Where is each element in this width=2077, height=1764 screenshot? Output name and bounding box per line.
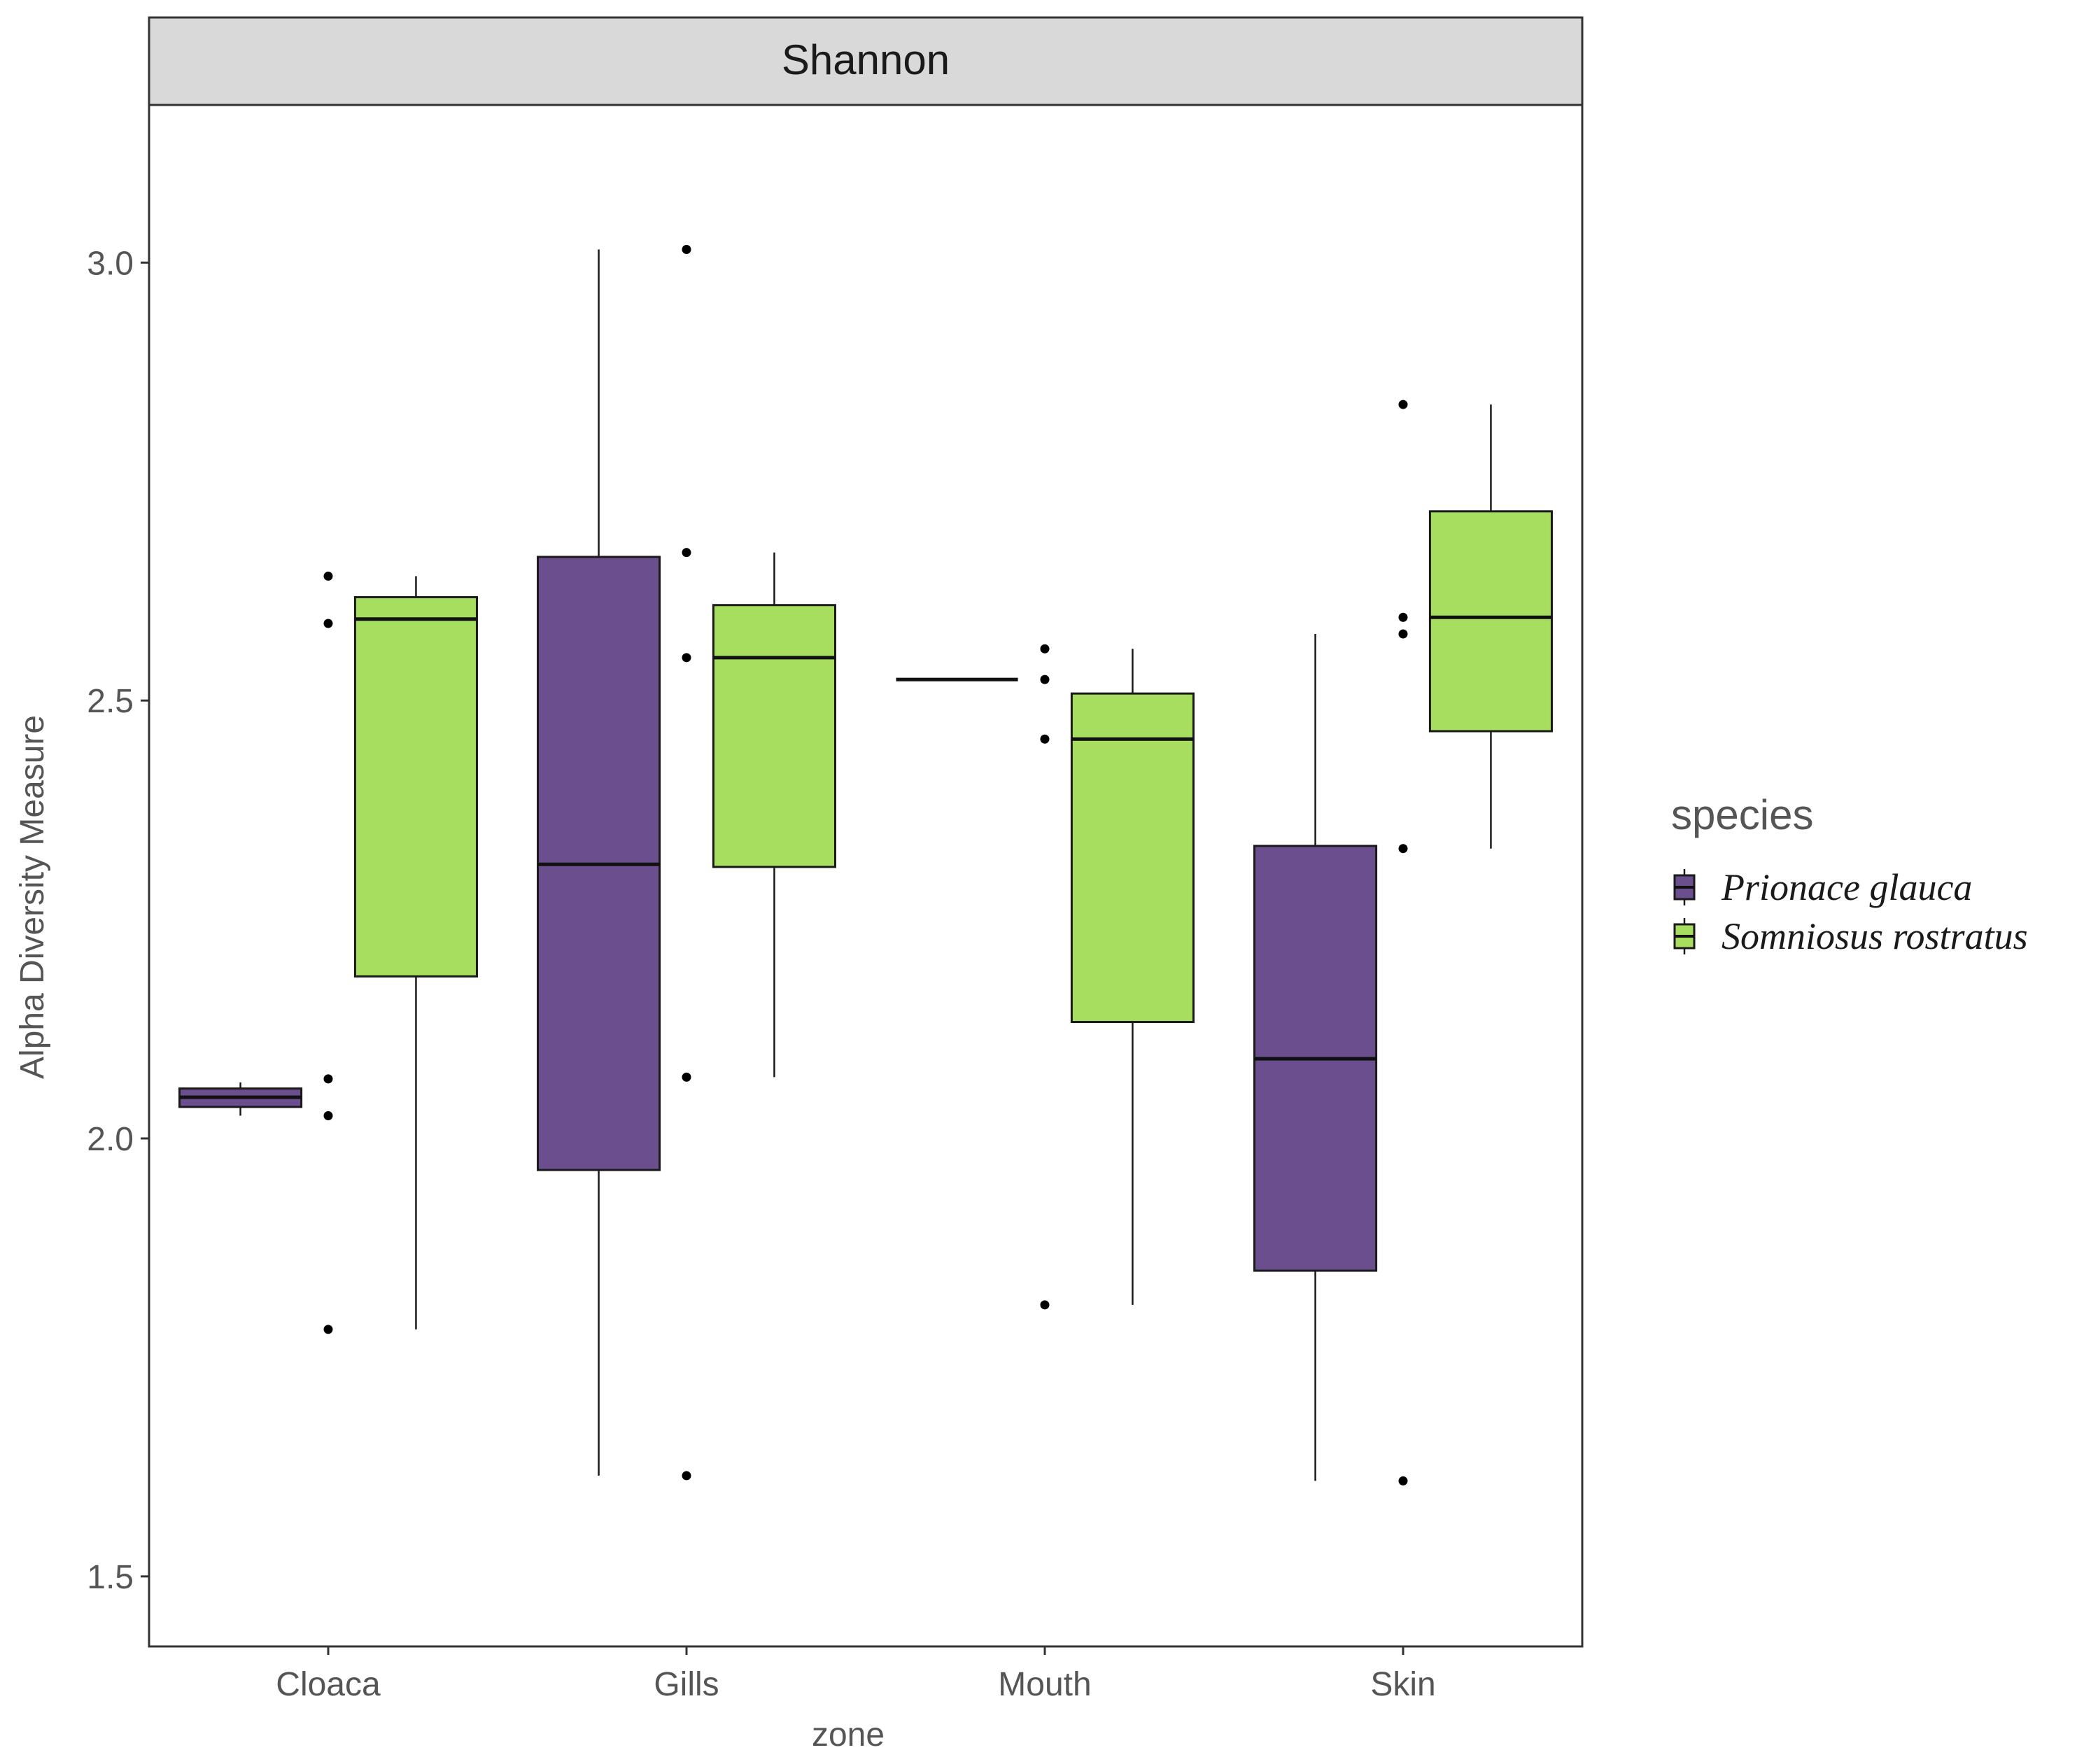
data-point: [1040, 734, 1050, 744]
data-point: [1040, 675, 1050, 684]
x-tick-label: Cloaca: [276, 1666, 381, 1703]
box-prionace-glauca-skin: [1253, 634, 1378, 1481]
x-axis-title: zone: [812, 1716, 885, 1754]
y-tick-label: 2.5: [87, 683, 134, 720]
y-tick-label: 3.0: [87, 245, 134, 282]
box-prionace-glauca-cloaca: [178, 1082, 303, 1116]
data-point: [323, 571, 333, 581]
box-somniosus-rostratus-gills: [712, 552, 836, 1078]
facet-title: Shannon: [782, 36, 950, 83]
box-somniosus-rostratus-mouth: [1070, 649, 1195, 1305]
data-point: [682, 1072, 691, 1082]
x-tick-label: Mouth: [998, 1666, 1091, 1703]
box-somniosus-rostratus-skin: [1428, 404, 1553, 849]
box-somniosus-rostratus-cloaca: [353, 576, 478, 1329]
legend-label: Somniosus rostratus: [1722, 915, 2028, 957]
y-axis-title: Alpha Diversity Measure: [14, 715, 51, 1079]
box-body: [353, 595, 478, 978]
x-tick-label: Gills: [654, 1666, 719, 1703]
box-body: [1428, 510, 1553, 733]
data-point: [323, 1110, 333, 1120]
data-point: [323, 619, 333, 628]
data-point: [682, 1471, 691, 1481]
data-point: [682, 245, 691, 255]
data-point: [1398, 1476, 1408, 1486]
y-tick-label: 1.5: [87, 1559, 134, 1596]
legend-item-prionace-glauca: Prionace glauca: [1673, 866, 1972, 908]
x-tick-label: Skin: [1370, 1666, 1435, 1703]
axes: 1.5 2.0 2.5 3.0 Cloaca Gills Mouth Skin: [87, 245, 1435, 1703]
facet-strip: [148, 16, 1584, 106]
y-tick-label: 2.0: [87, 1121, 134, 1158]
data-point: [1398, 844, 1408, 854]
data-point: [682, 653, 691, 663]
box-prionace-glauca-gills: [537, 249, 661, 1476]
legend-item-somniosus-rostratus: Somniosus rostratus: [1673, 915, 2028, 957]
data-point: [323, 1325, 333, 1334]
box-body: [1070, 692, 1195, 1024]
data-point: [1040, 1300, 1050, 1310]
legend: species Prionace glauca Somniosus rostrat…: [1671, 791, 2028, 957]
data-point: [682, 548, 691, 558]
data-point: [1040, 644, 1050, 654]
data-point: [1398, 400, 1408, 409]
box-body: [712, 604, 836, 868]
legend-label: Prionace glauca: [1721, 866, 1972, 908]
plot-marks: [178, 245, 1553, 1486]
data-point: [323, 1074, 333, 1084]
data-point: [1398, 612, 1408, 622]
data-point: [1398, 629, 1408, 639]
legend-title: species: [1671, 791, 1813, 838]
